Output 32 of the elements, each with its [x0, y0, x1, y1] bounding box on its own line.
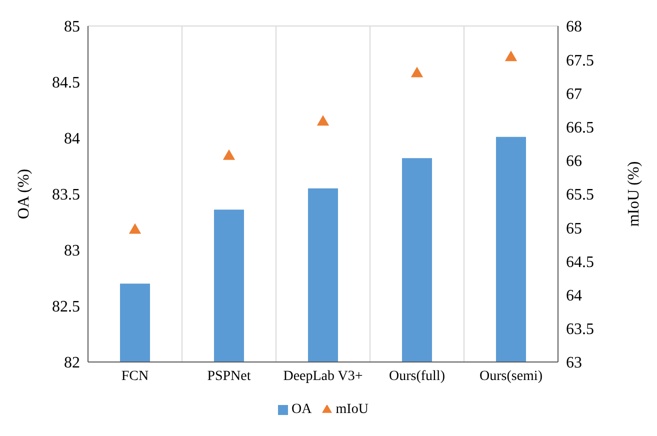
- point: [128, 223, 142, 234]
- y2-tick-label: 65.5: [566, 186, 594, 204]
- y2-tick-label: 64.5: [566, 254, 594, 271]
- y2-axis-title: mIoU (%): [626, 161, 643, 227]
- point: [222, 149, 236, 160]
- point: [316, 115, 330, 126]
- y2-tick-label: 66.5: [566, 119, 594, 136]
- point: [410, 66, 424, 78]
- y2-tick-label: 63: [566, 354, 582, 372]
- x-tick-label: DeepLab V3+: [283, 368, 363, 384]
- y-tick-label: 83.5: [52, 186, 80, 204]
- legend-label: OA: [292, 402, 312, 417]
- legend-label: mIoU: [336, 402, 368, 417]
- y2-tick-label: 67.5: [566, 52, 594, 70]
- x-tick-label: FCN: [121, 368, 149, 384]
- y-axis-title: OA (%): [16, 168, 33, 220]
- x-tick-label: Ours(semi): [480, 368, 543, 384]
- y2-tick-label: 64: [566, 287, 582, 304]
- y2-tick-label: 66: [566, 153, 582, 170]
- point: [504, 50, 518, 62]
- x-tick-label: PSPNet: [207, 368, 251, 384]
- x-tick-label: Ours(full): [389, 368, 446, 384]
- y-tick-label: 83: [64, 242, 80, 260]
- y2-tick-label: 63.5: [566, 321, 594, 338]
- y-tick-label: 82.5: [52, 298, 80, 316]
- y-tick-label: 84.5: [52, 74, 80, 92]
- y-tick-label: 82: [64, 354, 80, 372]
- y2-tick-label: 65: [566, 220, 582, 238]
- y2-tick-label: 68: [566, 18, 582, 36]
- y2-tick-label: 67: [566, 86, 582, 103]
- y-tick-label: 85: [64, 18, 80, 36]
- y-tick-label: 84: [64, 130, 80, 148]
